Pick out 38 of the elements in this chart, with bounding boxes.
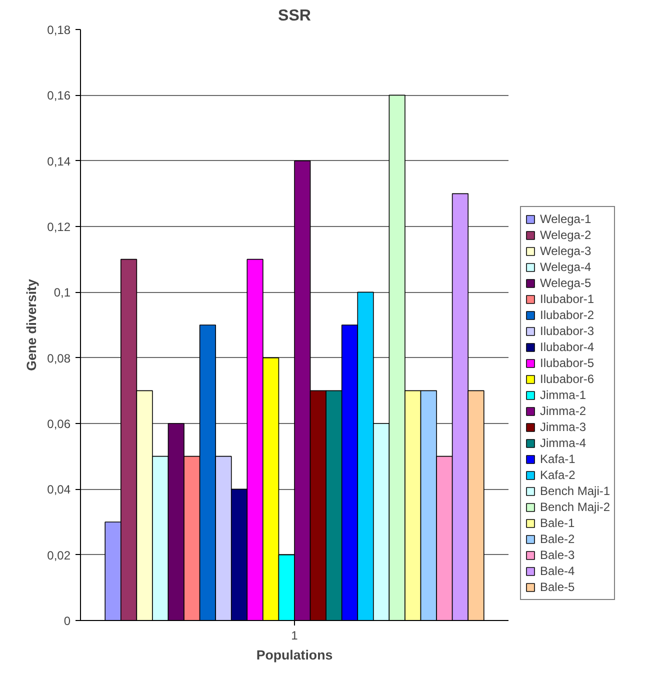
legend-label: Jimma-3 [540, 419, 586, 435]
legend-label: Bale-1 [540, 515, 575, 531]
y-tick-label: 0,06 [47, 417, 71, 431]
legend-label: Bale-3 [540, 547, 575, 563]
x-axis-title: Populations [256, 648, 333, 662]
legend-label: Welega-2 [540, 227, 592, 243]
legend-label: Ilubabor-4 [540, 339, 594, 355]
legend-label: Kafa-2 [540, 467, 576, 483]
legend-label: Welega-1 [540, 211, 592, 227]
legend-label: Bale-2 [540, 531, 575, 547]
legend-label: Bench Maji-2 [540, 499, 610, 515]
x-tick-label: 1 [291, 628, 298, 642]
y-tick-label: 0,02 [47, 548, 71, 562]
legend-label: Kafa-1 [540, 451, 576, 467]
chart-title: SSR [278, 8, 312, 24]
legend-label: Bench Maji-1 [540, 483, 610, 499]
y-axis-title: Gene diversity [24, 278, 40, 371]
legend-label: Welega-4 [540, 259, 592, 275]
legend-label: Jimma-2 [540, 403, 586, 419]
y-tick-label: 0,16 [47, 88, 71, 103]
legend-label: Bale-4 [540, 563, 575, 579]
legend-label: Welega-5 [540, 275, 592, 291]
legend-label: Ilubabor-1 [540, 291, 594, 307]
y-tick-label: 0,18 [47, 23, 71, 37]
legend-label: Bale-5 [540, 579, 575, 595]
y-tick-label: 0,04 [47, 482, 71, 497]
legend-label: Ilubabor-2 [540, 307, 594, 323]
legend-label: Welega-3 [540, 243, 592, 259]
y-tick-label: 0 [64, 614, 71, 628]
y-tick-label: 0,1 [54, 286, 71, 300]
legend-label: Ilubabor-5 [540, 355, 594, 371]
y-tick-label: 0,14 [47, 154, 71, 168]
y-tick-label: 0,08 [47, 351, 71, 366]
legend-label: Ilubabor-6 [540, 371, 594, 387]
legend-label: Ilubabor-3 [540, 323, 594, 339]
legend-label: Jimma-4 [540, 435, 586, 451]
legend-label: Jimma-1 [540, 387, 586, 403]
y-tick-label: 0,12 [47, 220, 71, 234]
